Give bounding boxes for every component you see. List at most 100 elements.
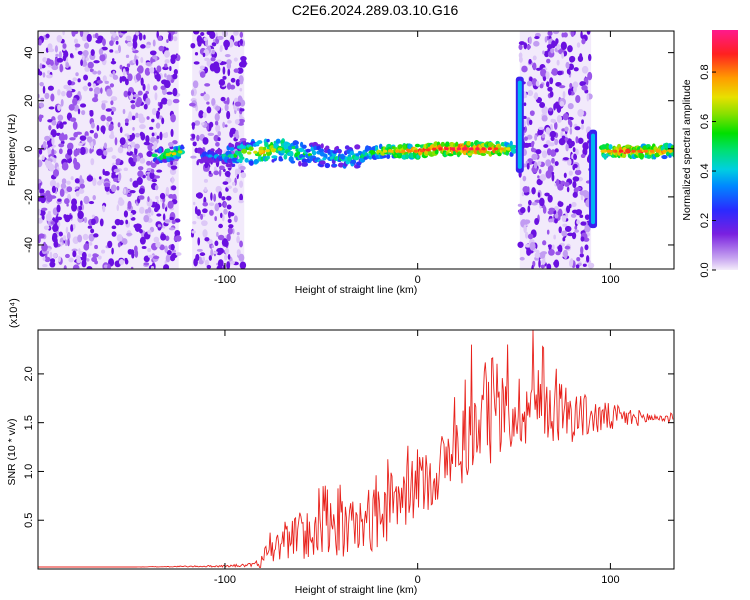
ridge-cell	[416, 154, 420, 159]
noise-speckle	[539, 83, 544, 89]
noise-speckle	[239, 38, 244, 46]
noise-speckle	[557, 208, 563, 217]
noise-speckle	[539, 101, 546, 109]
noise-speckle	[55, 53, 59, 58]
noise-speckle	[156, 135, 160, 140]
noise-speckle	[583, 237, 590, 242]
colorbar-tick-label: 0.6	[699, 114, 711, 129]
ridge-peak	[506, 147, 511, 151]
noise-speckle	[157, 35, 163, 41]
noise-speckle	[127, 135, 130, 140]
noise-speckle	[233, 57, 238, 62]
noise-speckle	[38, 114, 43, 123]
noise-speckle	[151, 118, 155, 123]
noise-speckle	[190, 155, 197, 159]
noise-speckle	[543, 144, 549, 149]
noise-speckle	[167, 141, 174, 147]
noise-speckle	[72, 223, 76, 230]
noise-speckle	[160, 85, 166, 91]
noise-speckle	[58, 121, 64, 130]
noise-speckle	[567, 103, 574, 110]
noise-speckle	[112, 70, 116, 76]
noise-speckle	[211, 98, 216, 107]
noise-speckle	[518, 44, 523, 50]
noise-speckle	[154, 184, 159, 191]
noise-speckle	[164, 73, 167, 78]
noise-speckle	[78, 188, 85, 194]
noise-speckle	[166, 91, 173, 95]
noise-speckle	[93, 87, 101, 95]
noise-speckle	[153, 132, 157, 137]
noise-speckle	[579, 81, 586, 87]
noise-speckle	[133, 34, 138, 41]
noise-speckle	[47, 43, 53, 51]
noise-speckle	[204, 237, 210, 242]
noise-speckle	[56, 57, 64, 63]
noise-speckle	[214, 203, 220, 212]
noise-speckle	[123, 210, 129, 218]
ridge-cell	[216, 148, 223, 155]
noise-speckle	[117, 146, 124, 154]
noise-speckle	[75, 72, 79, 77]
noise-speckle	[220, 61, 227, 65]
noise-speckle	[217, 259, 224, 268]
ridge-cell	[318, 148, 325, 153]
ridge-cell	[234, 142, 241, 147]
noise-speckle	[79, 146, 86, 156]
noise-speckle	[190, 42, 196, 49]
noise-speckle	[88, 233, 95, 242]
noise-speckle	[569, 55, 576, 63]
noise-speckle	[92, 253, 99, 258]
noise-speckle	[549, 142, 555, 147]
noise-speckle	[545, 71, 550, 80]
ridge-cell	[414, 143, 421, 148]
noise-speckle	[527, 89, 534, 97]
noise-speckle	[163, 264, 170, 269]
noise-speckle	[531, 187, 536, 195]
noise-speckle	[570, 258, 574, 265]
noise-speckle	[111, 225, 117, 230]
ridge-peak	[618, 149, 624, 153]
noise-speckle	[147, 206, 152, 214]
noise-speckle	[101, 46, 108, 51]
noise-speckle	[169, 65, 172, 72]
ridge-cell	[386, 154, 391, 159]
noise-speckle	[125, 219, 129, 225]
noise-speckle	[572, 176, 580, 182]
noise-speckle	[66, 231, 71, 240]
noise-speckle	[164, 59, 170, 64]
ridge-peak	[493, 147, 499, 151]
noise-speckle	[575, 264, 580, 269]
noise-speckle	[550, 47, 555, 54]
snr-xlabel: Height of straight line (km)	[295, 584, 418, 596]
noise-speckle	[49, 179, 57, 188]
ridge-peak	[413, 149, 418, 153]
noise-speckle	[228, 224, 234, 229]
noise-speckle	[566, 68, 570, 75]
noise-speckle	[124, 66, 130, 72]
noise-speckle	[54, 45, 59, 53]
noise-speckle	[580, 236, 585, 242]
noise-speckle	[91, 97, 99, 103]
noise-speckle	[145, 44, 151, 49]
noise-speckle	[551, 68, 559, 76]
noise-speckle	[47, 85, 54, 91]
colorbar-gradient	[712, 30, 738, 270]
noise-speckle	[541, 115, 548, 122]
noise-speckle	[52, 224, 56, 233]
ridge-cell	[298, 160, 302, 167]
noise-speckle	[581, 38, 586, 45]
noise-speckle	[84, 42, 90, 49]
noise-speckle	[58, 133, 66, 142]
noise-speckle	[220, 212, 223, 219]
noise-speckle	[92, 177, 97, 187]
noise-speckle	[236, 67, 244, 74]
noise-speckle	[109, 49, 114, 53]
noise-speckle	[58, 231, 63, 237]
noise-speckle	[106, 116, 113, 122]
noise-speckle	[149, 171, 155, 180]
noise-speckle	[561, 52, 565, 59]
noise-speckle	[574, 126, 581, 131]
noise-speckle	[93, 132, 99, 139]
noise-speckle	[146, 116, 150, 120]
